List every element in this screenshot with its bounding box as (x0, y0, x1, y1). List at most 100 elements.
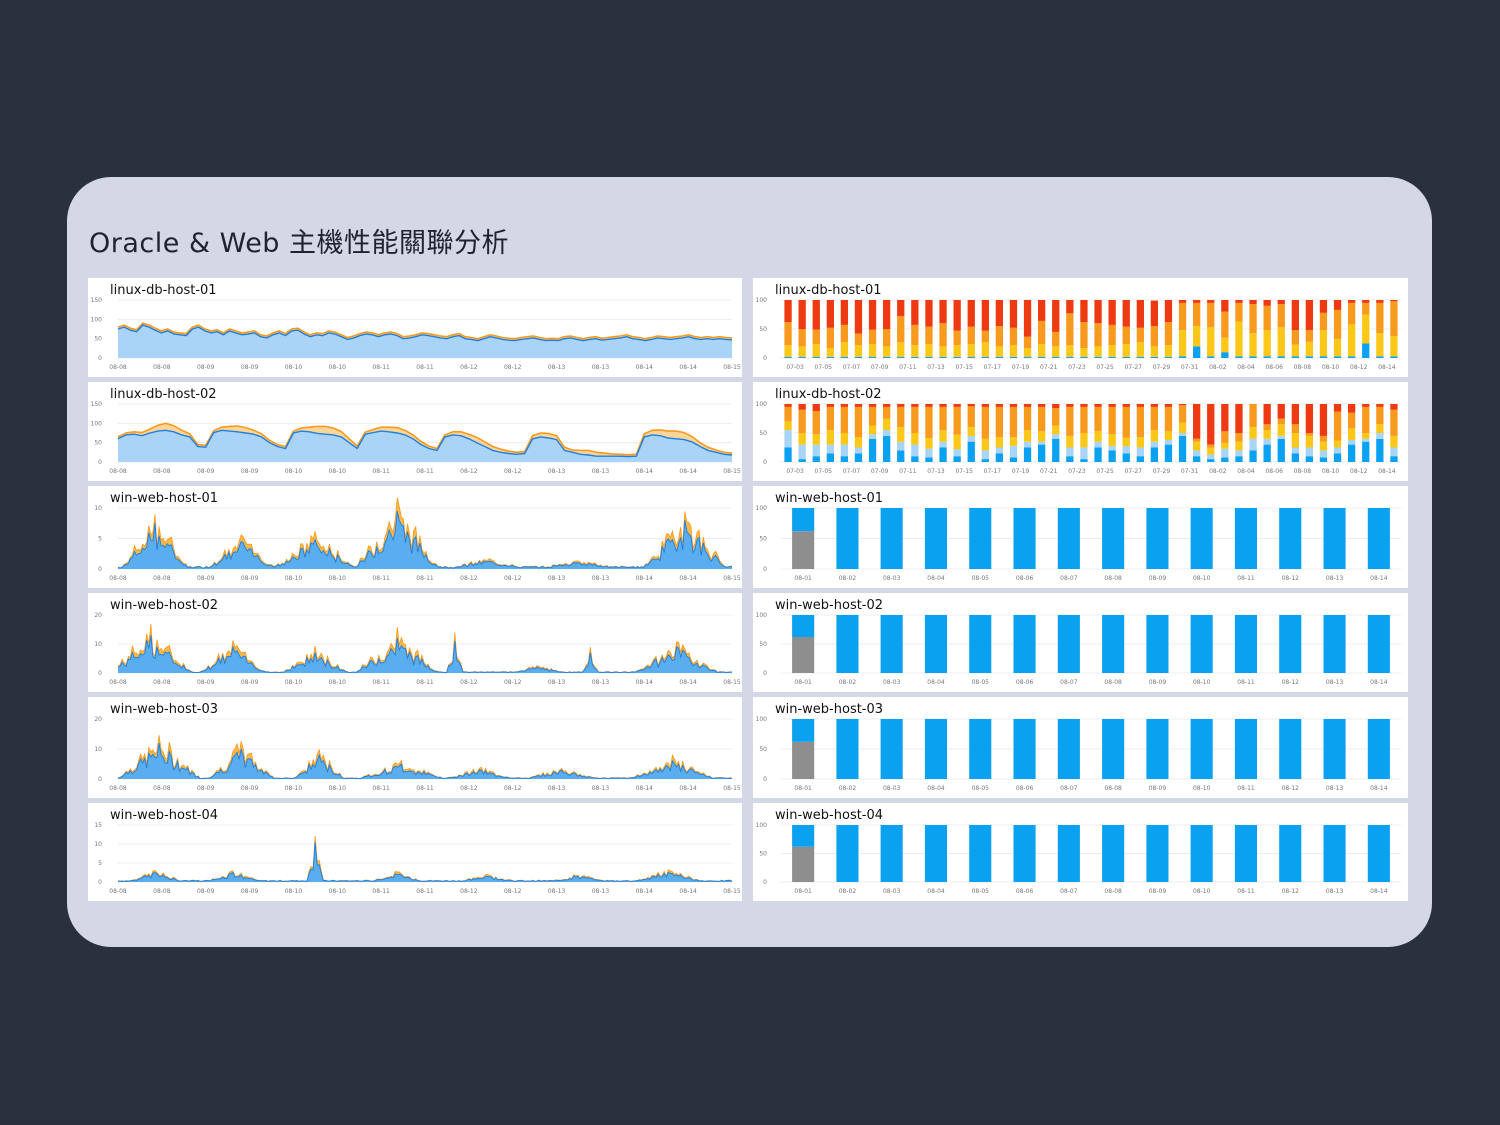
bar-segment-orange (995, 406, 1003, 438)
bar-segment-red (812, 404, 820, 411)
x-tick-label: 08-10 (1193, 679, 1211, 686)
bar-segment-red (1136, 404, 1144, 407)
x-tick-label: 08-08 (1294, 468, 1312, 475)
x-tick-label: 08-05 (972, 679, 990, 686)
bar-segment-orange (1207, 302, 1215, 328)
bar-segment-light_blue (1136, 447, 1144, 457)
bar-segment-yellow (1136, 437, 1144, 448)
x-tick-label: 08-08 (153, 468, 171, 475)
x-tick-label: 08-08 (109, 785, 127, 792)
y-tick-label: 0 (763, 566, 767, 573)
bar-segment-red (1164, 404, 1173, 407)
x-tick-label: 08-08 (109, 468, 127, 475)
y-tick-label: 0 (98, 776, 102, 783)
bar-segment-orange (1038, 320, 1046, 345)
panel-linux-db-host-02-bars[interactable]: linux-db-host-02 100 50 0 07-03 07-05 07-07 07… (753, 382, 1408, 481)
bar-segment-blue (1367, 508, 1390, 569)
bar-segment-blue (1038, 356, 1046, 358)
x-tick-label: 08-15 (723, 468, 741, 475)
panel-win-web-host-02-timeseries[interactable]: win-web-host-02 20 10 0 08-08 08-08 08-09 08-0… (88, 593, 742, 692)
y-tick-label: 0 (98, 566, 102, 573)
bar-segment-light_blue (939, 441, 947, 448)
y-tick-label: 150 (91, 401, 103, 408)
bar-segment-blue (924, 615, 947, 673)
series-area-base (118, 511, 732, 569)
bar-segment-orange (812, 411, 820, 435)
bar-segment-orange (1150, 406, 1158, 431)
x-tick-label: 08-10 (329, 575, 347, 582)
x-tick-label: 08-12 (1350, 364, 1368, 371)
bar-segment-light_blue (1277, 435, 1285, 439)
bar-segment-blue (1319, 457, 1328, 462)
x-tick-label: 08-13 (592, 679, 610, 686)
area-chart: 150 100 50 0 08-08 08-08 08-09 08-09 08-10 08-10 0… (91, 401, 741, 475)
bar-segment-blue (1009, 356, 1018, 358)
bar-segment-blue (812, 456, 820, 462)
panel-win-web-host-04-bars[interactable]: win-web-host-04 100 50 0 08-01 08-02 08-03 08-… (753, 803, 1408, 901)
x-tick-label: 07-11 (899, 468, 917, 475)
bar-segment-blue (1052, 438, 1060, 462)
x-tick-label: 08-01 (794, 785, 812, 792)
x-tick-label: 08-13 (592, 575, 610, 582)
x-tick-label: 07-31 (1181, 364, 1199, 371)
panel-linux-db-host-01-timeseries[interactable]: linux-db-host-01 150 100 50 0 08-08 08-08 08-0… (88, 278, 742, 377)
panel-linux-db-host-01-bars[interactable]: linux-db-host-01 100 50 0 07-03 07-05 07-07 07… (753, 278, 1408, 377)
bar-segment-blue (1190, 615, 1213, 673)
x-tick-label: 08-09 (1149, 575, 1167, 582)
x-tick-label: 08-13 (1326, 575, 1344, 582)
x-tick-label: 08-12 (504, 888, 522, 895)
y-tick-label: 100 (756, 401, 768, 408)
panel-win-web-host-01-timeseries[interactable]: win-web-host-01 10 5 0 08-08 08-08 08-09 08-09… (88, 486, 742, 588)
bar-segment-red (939, 404, 947, 407)
bar-segment-orange (1319, 435, 1328, 442)
bar-segment-blue (1249, 450, 1257, 462)
x-tick-label: 08-15 (723, 679, 741, 686)
bar-segment-orange (981, 406, 989, 439)
panel-win-web-host-03-timeseries[interactable]: win-web-host-03 20 10 0 08-08 08-08 08-09 08-0… (88, 697, 742, 798)
bar-segment-orange (1348, 302, 1356, 325)
bar-segment-orange (1150, 326, 1158, 347)
x-tick-label: 08-12 (504, 575, 522, 582)
x-tick-label: 08-13 (592, 364, 610, 371)
bar-segment-orange (1108, 406, 1116, 435)
x-tick-label: 08-10 (285, 575, 303, 582)
bar-segment-blue (880, 615, 903, 673)
bar-segment-yellow (1305, 341, 1313, 357)
bar-segment-blue (1319, 356, 1328, 358)
panel-title: linux-db-host-01 (110, 283, 217, 298)
x-tick-label: 08-09 (241, 468, 259, 475)
x-tick-label: 08-14 (1370, 575, 1388, 582)
bar-segment-red (868, 404, 877, 407)
panel-win-web-host-02-bars[interactable]: win-web-host-02 100 50 0 08-01 08-02 08-03 08-… (753, 593, 1408, 692)
bar-segment-orange (1164, 322, 1173, 346)
panel-win-web-host-03-bars[interactable]: win-web-host-03 100 50 0 08-01 08-02 08-03 08-… (753, 697, 1408, 798)
bar-segment-orange (868, 329, 877, 345)
bar-segment-red (1052, 404, 1060, 409)
bar-segment-yellow (967, 427, 975, 436)
x-tick-label: 08-10 (1322, 468, 1340, 475)
y-tick-label: 100 (91, 420, 103, 427)
bar-segment-blue (1376, 438, 1384, 462)
bar-segment-blue (1193, 456, 1201, 462)
x-tick-label: 07-31 (1181, 468, 1199, 475)
panel-win-web-host-01-bars[interactable]: win-web-host-01 100 50 0 08-01 08-02 08-03 08-… (753, 486, 1408, 588)
y-tick-label: 50 (94, 336, 102, 343)
y-tick-label: 150 (91, 297, 103, 304)
bar-segment-blue (840, 456, 848, 462)
bar-segment-orange (798, 329, 806, 347)
bar-segment-yellow (981, 438, 989, 451)
bar-segment-blue (1193, 346, 1201, 358)
area-chart: 20 10 0 08-08 08-08 08-09 08-09 08-10 08-10 08-11… (94, 716, 741, 792)
bar-segment-blue (924, 508, 947, 569)
bar-segment-orange (1376, 302, 1384, 334)
bar-segment-yellow (1023, 348, 1032, 357)
bar-segment-yellow (1122, 344, 1130, 357)
x-tick-label: 08-11 (1237, 679, 1255, 686)
bar-segment-yellow (1009, 437, 1018, 446)
x-tick-label: 07-19 (1012, 364, 1030, 371)
panel-linux-db-host-02-timeseries[interactable]: linux-db-host-02 150 100 50 0 08-08 08-08 08-0… (88, 382, 742, 481)
panel-win-web-host-04-timeseries[interactable]: win-web-host-04 15 10 5 0 08-08 08-08 08-09 08-… (88, 803, 742, 901)
bar-segment-red (967, 404, 975, 407)
x-tick-label: 07-05 (815, 364, 833, 371)
y-tick-label: 100 (756, 505, 768, 512)
